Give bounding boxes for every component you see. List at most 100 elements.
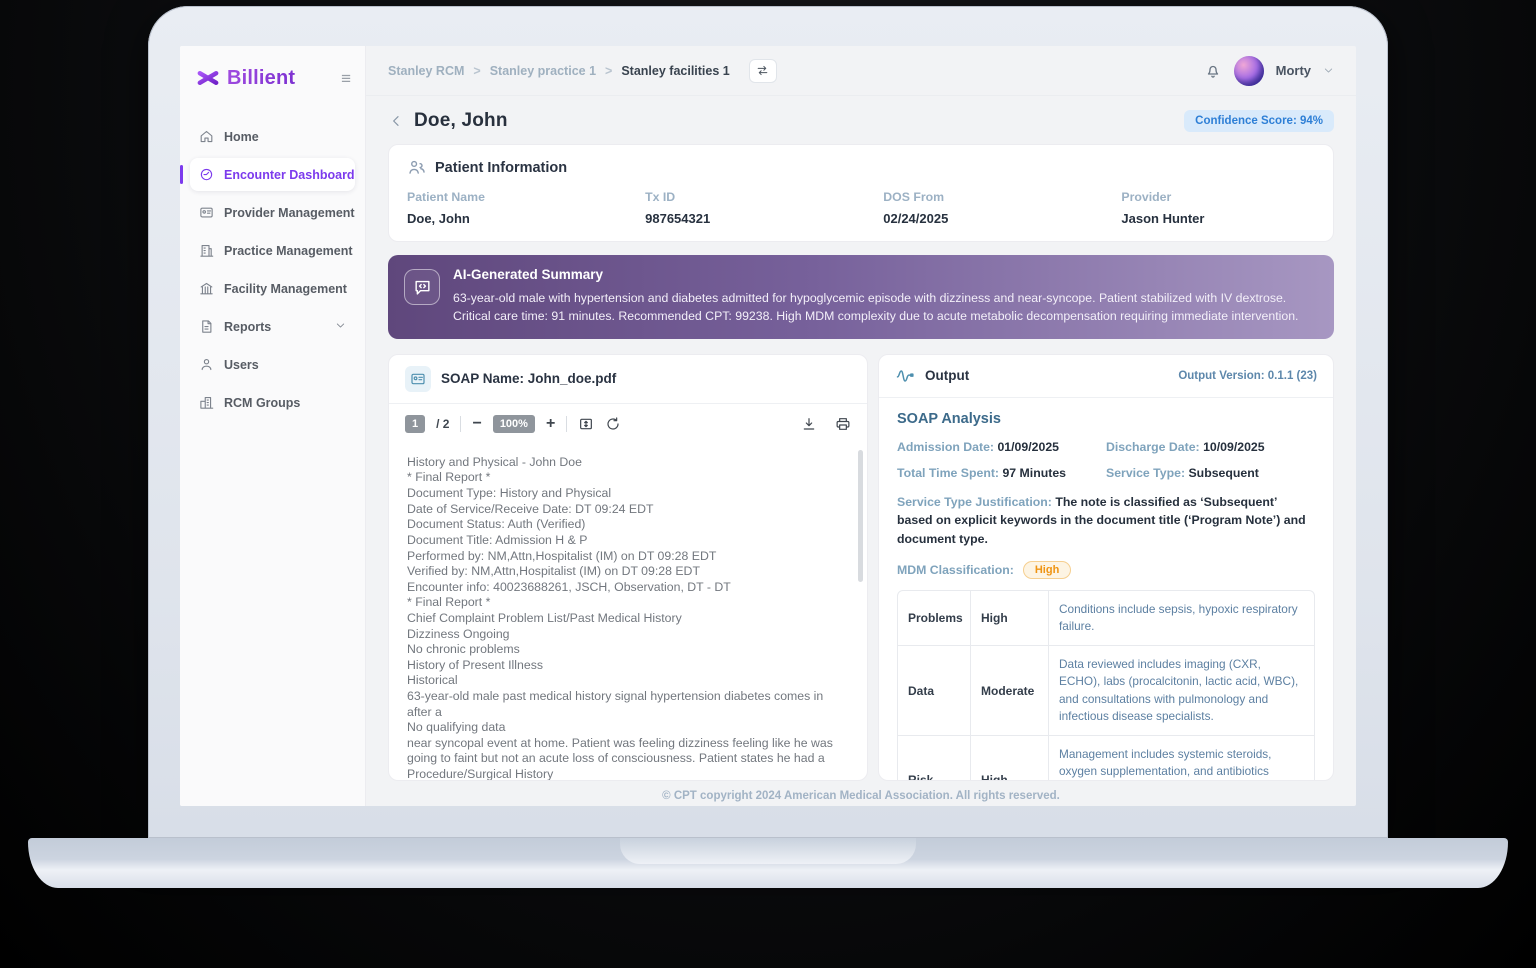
soap-document-panel: SOAP Name: John_doe.pdf 1 / 2 − 100% + [388,353,868,781]
field-label: Tx ID [645,190,676,204]
back-button[interactable] [388,113,404,129]
laptop-base-notch [620,838,916,864]
zoom-out-button[interactable]: − [472,414,482,432]
output-field: Total Time Spent: 97 Minutes [897,466,1106,480]
app-screen: Billient ≡ Home Encounter Dashboard Prov… [180,46,1356,806]
service-type-justification: Service Type Justification: The note is … [897,493,1315,548]
field-value: The note is classified as ‘Subsequent’ b… [897,494,1306,546]
printer-icon [836,417,850,430]
download-button[interactable] [801,416,817,432]
field-label: Total Time Spent: [897,465,1000,480]
field-label: Admission Date: [897,439,995,454]
id-badge-icon [200,207,213,218]
sidebar-collapse-icon[interactable]: ≡ [341,68,351,88]
notifications-bell-icon[interactable] [1204,62,1222,80]
breadcrumb-item-rcm[interactable]: Stanley RCM [388,63,465,78]
sidebar-item-encounter-dashboard[interactable]: Encounter Dashboard [180,158,355,191]
sidebar-item-label: Practice Management [224,243,353,258]
mdm-category: Data [908,683,935,698]
output-wave-icon [895,366,915,386]
ai-chat-bubble-icon [404,269,440,305]
soap-file-icon [405,365,431,392]
pdf-scrollbar[interactable] [858,449,863,582]
mdm-description: Data reviewed includes imaging (CXR, ECH… [1048,646,1314,735]
mdm-level: Moderate [970,646,1048,735]
sidebar-item-home[interactable]: Home [190,120,355,153]
pdf-viewer[interactable]: History and Physical - John Doe * Final … [389,442,867,780]
sidebar-item-label: Home [224,129,259,144]
field-value: 987654321 [645,211,711,226]
facility-bank-icon [200,282,213,295]
switch-context-button[interactable] [748,58,777,83]
soap-file-name: SOAP Name: John_doe.pdf [441,371,617,387]
sidebar-item-rcm-groups[interactable]: RCM Groups [190,386,355,419]
brand-name: Billient [227,66,296,89]
mdm-category: Problems [908,611,963,626]
pdf-page-input[interactable]: 1 [405,414,426,433]
main-content: Doe, John Confidence Score: 94% Patient … [366,96,1356,806]
pdf-zoom-level[interactable]: 100% [492,414,535,433]
patient-field: DOS From 02/24/2025 [883,190,1121,226]
field-value: 01/09/2025 [997,439,1059,454]
field-value: Subsequent [1188,465,1259,480]
rotate-icon [607,417,619,430]
buildings-group-icon [200,396,214,409]
breadcrumb-item-practice[interactable]: Stanley practice 1 [489,63,597,78]
mdm-classification-row: MDM Classification: High [897,561,1315,580]
patient-field: Tx ID 987654321 [645,190,883,226]
home-icon [200,130,213,143]
chevron-left-icon [393,116,399,126]
table-row: Problems High Conditions include sepsis,… [898,591,1314,646]
sidebar-item-label: RCM Groups [224,395,301,410]
rotate-page-button[interactable] [605,416,621,432]
laptop-screen-frame: Billient ≡ Home Encounter Dashboard Prov… [148,6,1388,838]
output-title: Output [925,368,970,384]
zoom-in-button[interactable]: + [545,414,556,432]
pdf-toolbar: 1 / 2 − 100% + [389,404,867,442]
field-label: Service Type: [1106,465,1186,480]
mdm-high-badge: High [1022,561,1072,580]
swap-arrows-icon [757,65,768,76]
table-row: Risk High Management includes systemic s… [898,734,1314,780]
laptop-base [28,838,1508,888]
field-label: Patient Name [407,190,485,204]
field-label: DOS From [883,190,945,204]
mdm-category: Risk [908,772,934,780]
mdm-level: High [970,735,1048,780]
sidebar-item-label: Facility Management [224,281,347,296]
field-value: 02/24/2025 [883,211,949,226]
pdf-page-count: / 2 [436,416,450,431]
breadcrumb-separator: > [473,63,481,78]
breadcrumb: Stanley RCM > Stanley practice 1 > Stanl… [388,58,777,83]
sidebar-item-reports[interactable]: Reports [190,310,355,343]
output-body[interactable]: SOAP Analysis Admission Date: 01/09/2025… [879,398,1333,780]
print-button[interactable] [835,416,851,432]
office-building-icon [200,244,214,257]
sidebar-item-practice-management[interactable]: Practice Management [190,234,355,267]
confidence-score-badge: Confidence Score: 94% [1184,110,1334,132]
patient-field: Patient Name Doe, John [407,190,645,226]
toolbar-divider [566,415,568,432]
patient-information-card: Patient Information Patient Name Doe, Jo… [388,144,1334,242]
breadcrumb-separator: > [605,63,613,78]
sidebar-item-provider-management[interactable]: Provider Management [190,196,355,229]
sidebar-item-users[interactable]: Users [190,348,355,381]
sidebar-item-facility-management[interactable]: Facility Management [190,272,355,305]
field-label: MDM Classification: [897,563,1014,578]
topbar: Stanley RCM > Stanley practice 1 > Stanl… [366,46,1356,96]
fit-to-page-button[interactable] [578,416,594,432]
copyright-footer: © CPT copyright 2024 American Medical As… [662,790,1060,802]
field-value: 10/09/2025 [1203,439,1265,454]
mdm-table: Problems High Conditions include sepsis,… [897,590,1315,780]
user-menu-chevron-icon[interactable] [1323,65,1334,76]
ai-summary-text: 63-year-old male with hypertension and d… [453,291,1299,324]
patient-field: Provider Jason Hunter [1121,190,1315,226]
patients-icon [409,160,425,174]
ai-summary-title: AI-Generated Summary [453,267,604,282]
report-document-icon [202,320,212,333]
page-title: Doe, John [414,110,508,131]
output-field: Service Type: Subsequent [1106,466,1315,480]
breadcrumb-item-facility: Stanley facilities 1 [621,63,730,78]
user-avatar[interactable] [1233,55,1264,86]
output-field: Discharge Date: 10/09/2025 [1106,440,1315,454]
